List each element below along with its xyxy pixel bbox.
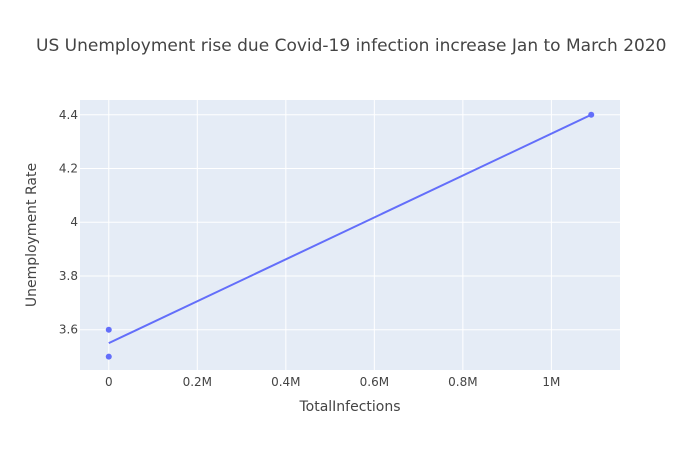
x-axis-label: TotalInfections bbox=[298, 399, 400, 415]
data-point bbox=[588, 111, 595, 118]
chart-title: US Unemployment rise due Covid-19 infect… bbox=[36, 36, 666, 56]
trendline bbox=[108, 113, 592, 345]
plot-area bbox=[80, 100, 620, 370]
trendline-group bbox=[108, 113, 592, 345]
x-tick-label: 0.8M bbox=[448, 375, 477, 389]
y-tick-label: 4 bbox=[70, 215, 78, 229]
data-point bbox=[105, 326, 112, 333]
data-points bbox=[105, 111, 595, 360]
y-axis-label: Unemployment Rate bbox=[24, 163, 40, 307]
x-tick-label: 0.2M bbox=[183, 375, 212, 389]
y-tick-label: 4.4 bbox=[59, 108, 78, 122]
y-tick-label: 3.8 bbox=[59, 269, 78, 283]
x-tick-label: 0.4M bbox=[271, 375, 300, 389]
x-tick-label: 0.6M bbox=[360, 375, 389, 389]
grid bbox=[80, 100, 620, 370]
data-point bbox=[105, 353, 112, 360]
y-tick-label: 3.6 bbox=[59, 323, 78, 337]
x-tick-label: 0 bbox=[105, 375, 113, 389]
x-tick-label: 1M bbox=[542, 375, 560, 389]
tick-labels: 0 0.2M 0.4M 0.6M 0.8M 1M 3.6 3.8 4 4.2 4.4 bbox=[59, 108, 560, 389]
y-tick-label: 4.2 bbox=[59, 162, 78, 176]
